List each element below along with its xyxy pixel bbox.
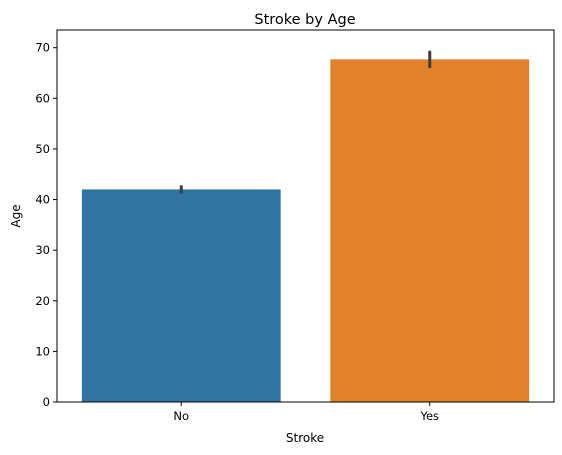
x-axis-label: Stroke <box>286 431 324 445</box>
y-tick-label: 40 <box>35 193 50 207</box>
y-tick-label: 70 <box>35 41 50 55</box>
bars <box>81 59 530 402</box>
error-bars <box>179 50 432 194</box>
bar-no <box>81 189 281 402</box>
y-tick-label: 60 <box>35 91 50 105</box>
y-tick-label: 0 <box>43 395 50 409</box>
y-tick-label: 50 <box>35 142 50 156</box>
y-tick-label: 10 <box>35 344 50 358</box>
plot-area: 0 10 20 30 40 50 60 70 No Yes <box>35 29 555 423</box>
x-tick-label: Yes <box>419 409 439 423</box>
chart-title: Stroke by Age <box>254 12 355 28</box>
y-axis-label: Age <box>9 204 23 227</box>
bar-yes <box>330 59 530 402</box>
y-axis-ticks: 0 10 20 30 40 50 60 70 <box>35 41 57 409</box>
plot-frame <box>56 29 555 403</box>
x-tick-label: No <box>173 409 189 423</box>
y-tick-label: 30 <box>35 243 50 257</box>
x-axis-ticks: No Yes <box>173 402 439 423</box>
y-tick-label: 20 <box>35 294 50 308</box>
